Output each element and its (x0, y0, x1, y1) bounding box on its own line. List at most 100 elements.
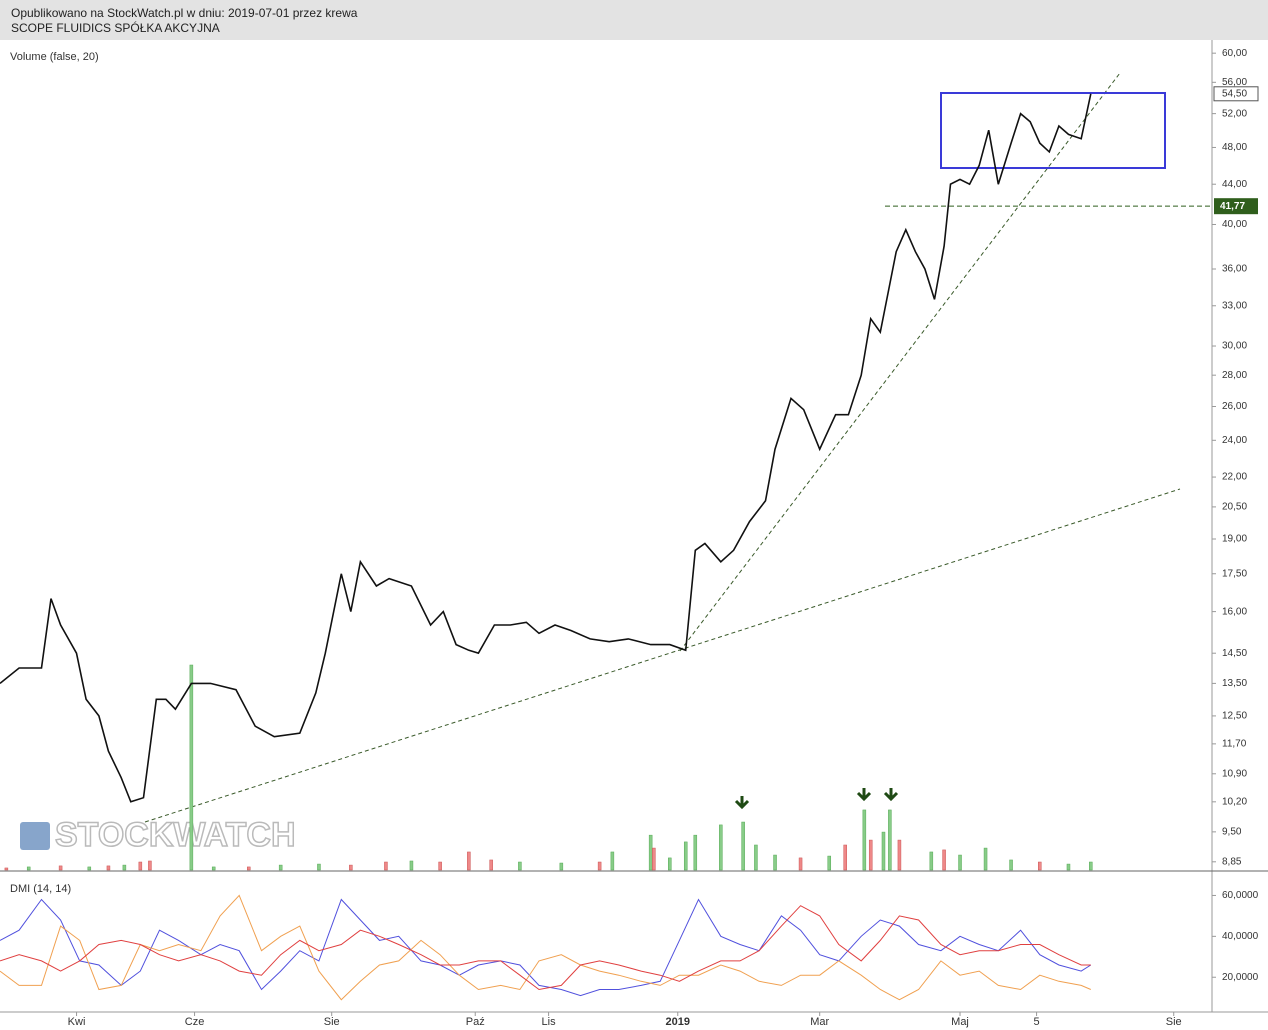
series-line (0, 905, 1091, 991)
series-line (0, 894, 1091, 1001)
x-tick-label: Maj (951, 1016, 969, 1028)
volume-bar (1009, 859, 1013, 871)
volume-bar (559, 862, 564, 871)
series-line (0, 93, 1092, 803)
y-tick-label: 28,00 (1222, 370, 1247, 381)
volume-bar (26, 866, 31, 871)
header: Opublikowano na StockWatch.pl w dniu: 20… (0, 0, 1268, 40)
volume-bar (211, 866, 216, 871)
x-tick-label: Mar (810, 1016, 829, 1028)
volume-bar (1089, 861, 1093, 871)
y-tick-label: 17,50 (1222, 568, 1247, 579)
volume-bar (247, 866, 251, 871)
volume-bar (983, 847, 988, 871)
range-box (940, 92, 1166, 169)
x-tick-label: Lis (542, 1016, 557, 1028)
y-tick-label: 26,00 (1222, 401, 1247, 412)
volume-bar (862, 809, 867, 871)
y-tick-label: 33,00 (1222, 300, 1247, 311)
y-tick-label: 52,00 (1222, 108, 1247, 119)
trend-line (144, 488, 1181, 823)
volume-bar (741, 821, 745, 871)
x-tick-label: Sie (324, 1016, 340, 1028)
dmi-title: DMI (14, 14) (10, 883, 71, 895)
volume-bar (827, 855, 832, 871)
volume-bar (467, 851, 471, 871)
y-tick-label: 20,0000 (1222, 972, 1259, 983)
volume-bar (897, 839, 902, 871)
x-tick-label: Kwi (68, 1016, 86, 1028)
volume-bar (122, 864, 127, 871)
volume-bar (648, 834, 653, 871)
volume-bar (868, 839, 873, 871)
y-tick-label: 9,50 (1222, 827, 1242, 838)
volume-bar (597, 861, 602, 871)
volume-bar (942, 849, 946, 871)
volume-bar (1066, 863, 1071, 871)
volume-bar (798, 857, 803, 871)
y-tick-label: 20,50 (1222, 502, 1247, 513)
y-tick-label: 22,00 (1222, 472, 1247, 483)
y-tick-label: 24,00 (1222, 435, 1247, 446)
volume-bar (754, 844, 758, 871)
volume-bar (518, 861, 522, 871)
volume-bar (138, 861, 143, 871)
trend-line (679, 72, 1121, 652)
volume-bar (87, 866, 92, 871)
volume-bar (4, 867, 9, 871)
volume-bar (409, 860, 414, 871)
x-tick-label: 2019 (666, 1016, 690, 1028)
arrows (734, 788, 899, 810)
y-tick-label: 10,90 (1222, 768, 1247, 779)
level-label: 41,77 (1220, 201, 1245, 212)
volume-bar (719, 824, 723, 871)
volume-bar (58, 865, 63, 871)
y-tick-label: 60,00 (1222, 48, 1247, 59)
volume-bar (438, 861, 442, 871)
volume-bar (148, 860, 152, 871)
volume-bar (668, 857, 672, 871)
y-tick-label: 12,50 (1222, 711, 1247, 722)
x-tick-label: Paź (466, 1016, 485, 1028)
y-tick-label: 10,20 (1222, 796, 1247, 807)
x-tick-label: Cze (185, 1016, 205, 1028)
y-tick-label: 30,00 (1222, 341, 1247, 352)
y-tick-label: 16,00 (1222, 606, 1247, 617)
arrow (883, 788, 899, 802)
volume-bar (317, 863, 321, 871)
volume-bar (349, 864, 353, 871)
arrow (856, 788, 872, 802)
y-tick-label: 40,0000 (1222, 931, 1259, 942)
volume-bar (683, 841, 688, 871)
level-badge (1214, 198, 1258, 215)
y-tick-label: 48,00 (1222, 142, 1247, 153)
volume-bar (278, 864, 283, 871)
x-tick-label: 5 (1034, 1016, 1040, 1028)
y-tick-label: 19,00 (1222, 534, 1247, 545)
watermark: STOCKWATCH (20, 815, 296, 855)
arrow (734, 796, 750, 810)
volume-bar (652, 847, 656, 871)
volume-bar (106, 865, 111, 871)
volume-bar (489, 859, 493, 871)
volume-bar (693, 834, 698, 871)
volume-bar (929, 851, 934, 871)
series-line (0, 898, 1092, 997)
volume-bar (881, 831, 886, 871)
volume-bar (958, 854, 962, 871)
watermark-text: STOCKWATCH (55, 816, 296, 854)
volume-bar (888, 809, 892, 871)
published-note: Opublikowano na StockWatch.pl w dniu: 20… (11, 6, 358, 20)
volume-bar (384, 861, 388, 871)
y-tick-label: 56,00 (1222, 77, 1247, 88)
y-tick-label: 8,85 (1222, 856, 1242, 867)
y-tick-label: 36,00 (1222, 264, 1247, 275)
volume-label: Volume (false, 20) (10, 51, 99, 63)
x-tick-label: Sie (1166, 1016, 1182, 1028)
instrument-name: SCOPE FLUIDICS SPÓŁKA AKCYJNA (11, 21, 220, 35)
last-price-label: 54,50 (1222, 88, 1247, 99)
y-tick-label: 11,70 (1222, 738, 1247, 749)
volume-bar (189, 664, 194, 871)
